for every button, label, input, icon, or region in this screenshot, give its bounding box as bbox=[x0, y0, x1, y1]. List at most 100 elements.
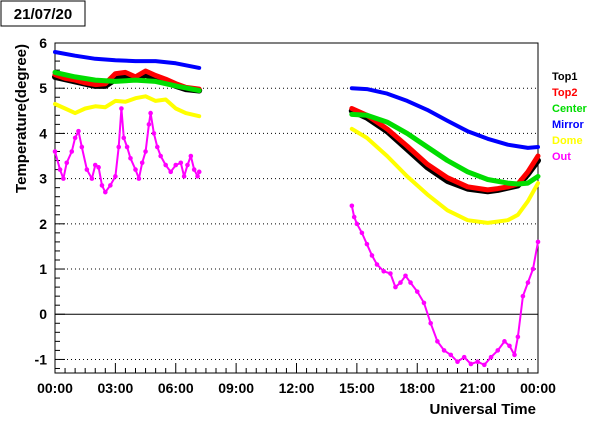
data-point bbox=[403, 273, 408, 279]
series-line bbox=[54, 107, 201, 194]
series-line bbox=[350, 204, 539, 366]
data-point bbox=[414, 289, 420, 294]
series-line bbox=[52, 69, 202, 93]
data-point bbox=[408, 280, 413, 285]
x-tick-label: 09:00 bbox=[218, 380, 254, 396]
axes: -1 0 1 2 3 4 5 6 00:00 03:00 06:00 09:00 12:00 15:00 1… bbox=[35, 35, 557, 396]
data-series bbox=[52, 50, 541, 368]
data-point bbox=[116, 144, 122, 150]
data-point bbox=[421, 300, 427, 306]
data-point bbox=[354, 221, 360, 227]
x-tick-label: 12:00 bbox=[279, 380, 315, 396]
series-line bbox=[349, 86, 540, 150]
y-tick-label: 4 bbox=[39, 125, 47, 141]
legend-entry: Mirror bbox=[552, 119, 585, 131]
data-point bbox=[381, 268, 387, 274]
data-point bbox=[428, 320, 433, 326]
series-center bbox=[52, 69, 541, 187]
data-point bbox=[512, 352, 517, 358]
data-point bbox=[96, 165, 101, 170]
data-point bbox=[185, 162, 190, 168]
data-point bbox=[99, 183, 105, 188]
data-point bbox=[108, 183, 113, 188]
data-point bbox=[173, 162, 179, 168]
x-tick-label: 21:00 bbox=[460, 380, 496, 396]
data-point bbox=[359, 230, 365, 236]
y-tick-label: 5 bbox=[39, 80, 47, 96]
data-point bbox=[502, 339, 507, 344]
data-point bbox=[143, 149, 148, 154]
data-point bbox=[136, 176, 142, 181]
grid-lines bbox=[55, 42, 538, 360]
data-point bbox=[495, 348, 501, 353]
x-tick-label: 06:00 bbox=[158, 380, 194, 396]
data-point bbox=[163, 162, 168, 168]
y-tick-label: 3 bbox=[39, 171, 47, 187]
data-point bbox=[388, 271, 393, 276]
x-axis-title: Universal Time bbox=[430, 401, 536, 418]
series-mirror bbox=[53, 50, 540, 150]
data-point bbox=[196, 169, 202, 175]
data-point bbox=[119, 106, 124, 111]
data-point bbox=[103, 189, 108, 195]
data-point bbox=[398, 280, 403, 285]
legend-entry: Out bbox=[552, 151, 571, 163]
legend-entry: Top1 bbox=[552, 71, 577, 83]
legend: Top1 Top2 Center Mirror Dome Out bbox=[552, 71, 588, 163]
data-point bbox=[435, 339, 440, 344]
data-point bbox=[148, 110, 153, 116]
series-out bbox=[52, 106, 541, 368]
data-point bbox=[191, 167, 197, 172]
series-line bbox=[349, 111, 541, 187]
data-point bbox=[61, 176, 66, 181]
data-point bbox=[507, 343, 512, 349]
data-point bbox=[181, 174, 187, 179]
data-point bbox=[146, 122, 152, 127]
data-point bbox=[72, 135, 78, 141]
data-point bbox=[89, 176, 95, 181]
data-point bbox=[158, 153, 163, 159]
x-tick-label: 00:00 bbox=[37, 380, 73, 396]
data-point bbox=[488, 354, 494, 360]
data-point bbox=[151, 131, 157, 136]
y-tick-label: -1 bbox=[35, 351, 48, 367]
series-line bbox=[349, 126, 540, 225]
data-point bbox=[84, 167, 90, 172]
data-point bbox=[139, 160, 145, 166]
x-tick-label: 00:00 bbox=[520, 380, 556, 396]
data-point bbox=[76, 128, 81, 134]
data-point bbox=[455, 359, 460, 364]
data-point bbox=[530, 266, 536, 272]
data-point bbox=[520, 293, 526, 299]
data-point bbox=[393, 284, 398, 290]
y-axis-title: Temperature(degree) bbox=[13, 44, 30, 193]
data-point bbox=[113, 174, 118, 179]
data-point bbox=[535, 239, 541, 245]
data-point bbox=[128, 155, 133, 161]
data-point bbox=[475, 359, 480, 364]
data-point bbox=[79, 144, 85, 150]
y-tick-label: 1 bbox=[39, 261, 47, 277]
legend-entry: Center bbox=[552, 103, 588, 115]
data-point bbox=[448, 352, 454, 358]
data-point bbox=[461, 354, 467, 360]
data-point bbox=[188, 153, 194, 159]
date-box bbox=[0, 0, 86, 27]
data-point bbox=[369, 253, 375, 258]
data-point bbox=[195, 174, 200, 179]
y-tick-label: 0 bbox=[39, 306, 47, 322]
data-point bbox=[441, 348, 447, 353]
data-point bbox=[133, 167, 138, 172]
data-point bbox=[64, 160, 70, 166]
plot-area bbox=[54, 42, 539, 374]
y-tick-label: 2 bbox=[39, 216, 47, 232]
data-point bbox=[525, 280, 531, 285]
date-label: 21/07/20 bbox=[14, 6, 72, 23]
data-point bbox=[515, 334, 521, 340]
data-point bbox=[351, 214, 357, 220]
data-point bbox=[349, 203, 355, 209]
legend-entry: Top2 bbox=[552, 87, 577, 99]
data-point bbox=[155, 144, 160, 150]
series-line bbox=[53, 50, 202, 70]
